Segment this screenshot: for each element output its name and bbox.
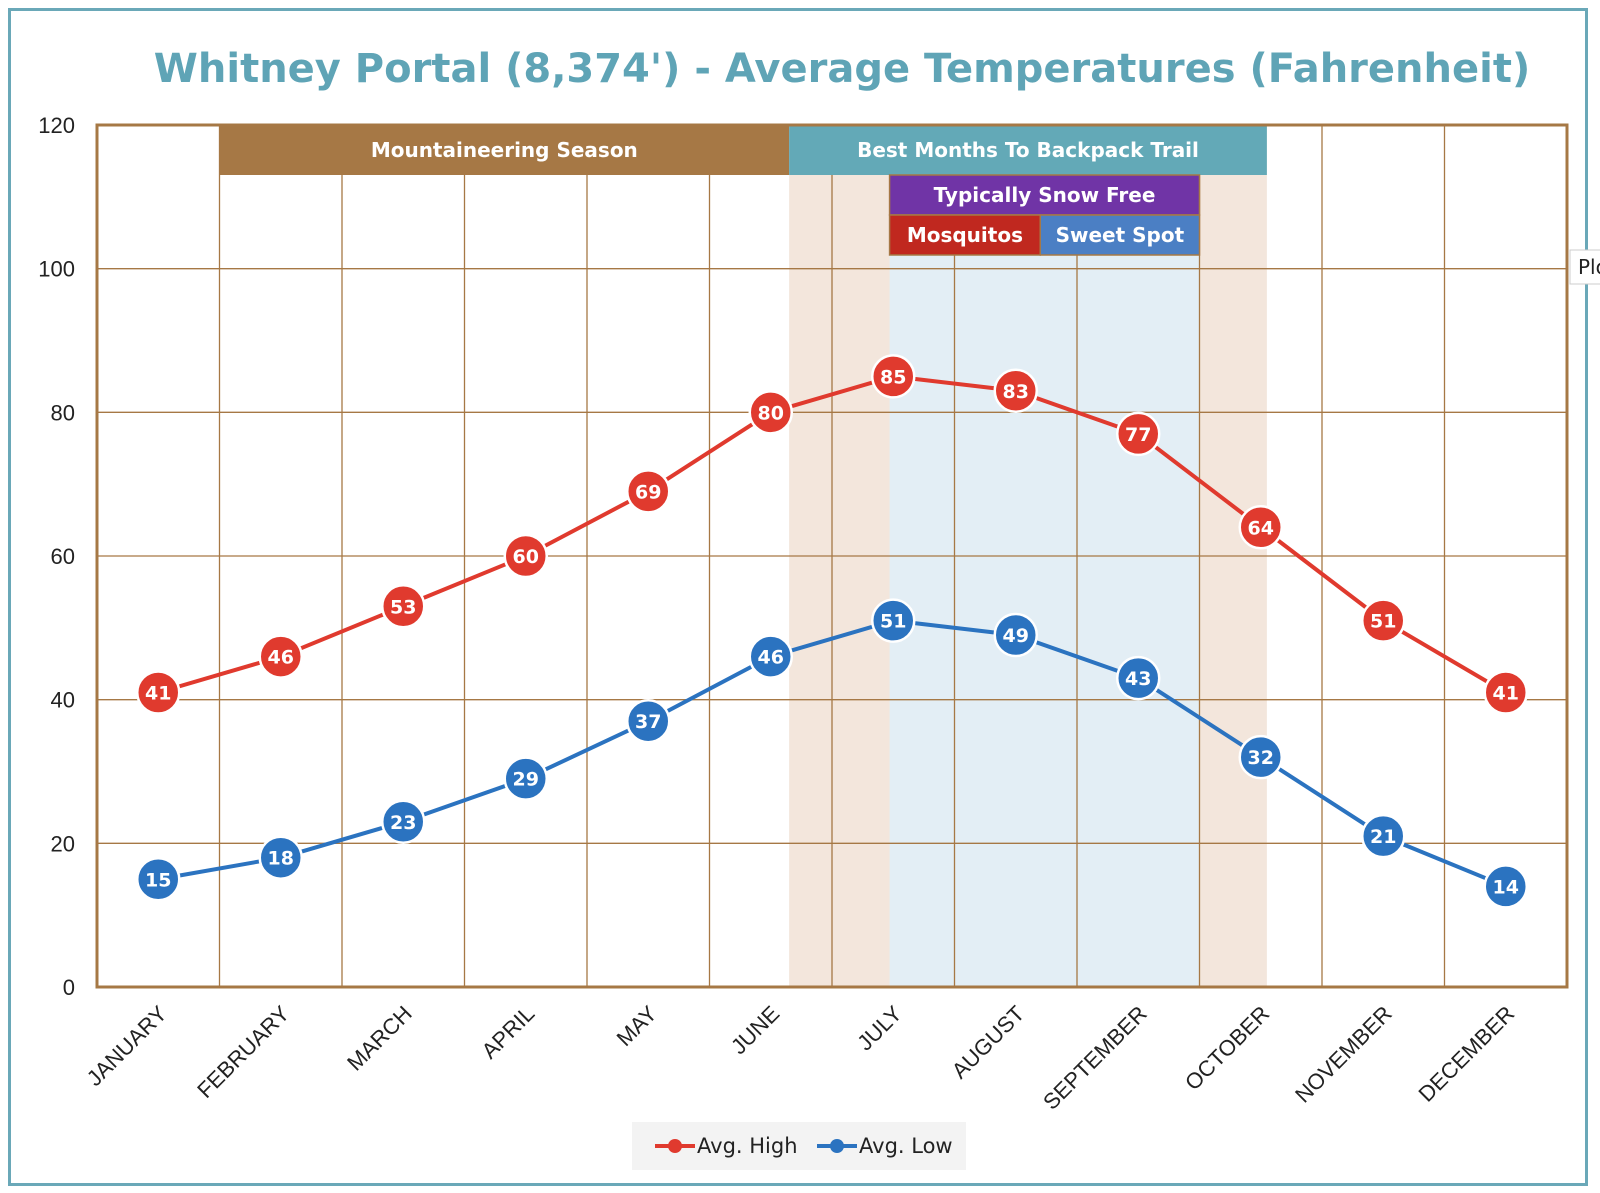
side-tag: Plo bbox=[1569, 249, 1600, 285]
point-0-8 bbox=[1116, 411, 1161, 457]
point-1-3 bbox=[503, 756, 548, 801]
point-label-0-6: 85 bbox=[880, 366, 906, 388]
plot-border bbox=[95, 123, 1569, 989]
legend: Avg. High Avg. Low bbox=[632, 1122, 966, 1170]
point-label-0-2: 53 bbox=[390, 596, 416, 618]
point-0-9 bbox=[1238, 505, 1283, 550]
point-0-1 bbox=[258, 634, 303, 679]
band-4 bbox=[1039, 214, 1201, 256]
point-1-2 bbox=[381, 799, 426, 845]
point-label-1-11: 14 bbox=[1493, 876, 1519, 898]
band-label-0: Mountaineering Season bbox=[371, 138, 638, 162]
point-label-0-10: 51 bbox=[1370, 611, 1396, 633]
season-bands: Mountaineering Season Best Months To Back… bbox=[219, 125, 1267, 256]
point-1-4 bbox=[626, 698, 671, 744]
point-label-0-11: 41 bbox=[1493, 682, 1519, 704]
point-1-7 bbox=[993, 612, 1038, 658]
y-tick-40: 40 bbox=[51, 688, 75, 713]
point-label-0-0: 41 bbox=[145, 682, 171, 704]
point-1-8 bbox=[1116, 655, 1161, 701]
point-label-0-1: 46 bbox=[268, 647, 294, 669]
band-0 bbox=[219, 125, 790, 175]
point-label-1-7: 49 bbox=[1003, 625, 1029, 647]
point-label-0-7: 83 bbox=[1003, 381, 1029, 403]
point-1-6 bbox=[871, 598, 916, 643]
point-label-0-3: 60 bbox=[513, 546, 539, 568]
y-axis-ticks: 0 20 40 60 80 100 120 bbox=[38, 113, 75, 1000]
point-1-0 bbox=[136, 857, 181, 902]
point-1-11 bbox=[1483, 864, 1528, 909]
band-3 bbox=[888, 214, 1042, 256]
point-label-1-4: 37 bbox=[635, 711, 661, 733]
band-label-1: Best Months To Backpack Trail bbox=[857, 138, 1199, 162]
point-label-1-9: 32 bbox=[1248, 747, 1274, 769]
y-tick-120: 120 bbox=[38, 113, 75, 138]
point-0-11 bbox=[1483, 670, 1528, 715]
point-label-0-5: 80 bbox=[758, 402, 784, 424]
legend-marker-1 bbox=[830, 1139, 844, 1153]
point-0-5 bbox=[748, 390, 793, 435]
y-tick-100: 100 bbox=[38, 257, 75, 282]
point-1-1 bbox=[258, 835, 303, 880]
y-tick-80: 80 bbox=[51, 400, 75, 425]
y-tick-60: 60 bbox=[51, 544, 75, 569]
legend-marker-0 bbox=[668, 1139, 682, 1153]
chart-title: Whitney Portal (8,374') - Average Temper… bbox=[154, 46, 1530, 92]
y-tick-20: 20 bbox=[51, 831, 75, 856]
point-label-1-1: 18 bbox=[268, 848, 294, 870]
point-label-0-8: 77 bbox=[1125, 424, 1151, 446]
point-label-0-9: 64 bbox=[1248, 517, 1274, 539]
point-label-1-10: 21 bbox=[1370, 826, 1396, 848]
legend-label-0: Avg. High bbox=[697, 1134, 798, 1158]
point-0-3 bbox=[503, 533, 548, 579]
point-0-7 bbox=[993, 368, 1038, 414]
band-2 bbox=[888, 174, 1201, 216]
band-1 bbox=[789, 125, 1267, 175]
point-0-10 bbox=[1361, 598, 1406, 643]
point-label-1-8: 43 bbox=[1125, 668, 1151, 690]
point-label-1-6: 51 bbox=[880, 611, 906, 633]
band-label-3: Mosquitos bbox=[907, 223, 1023, 247]
point-label-1-2: 23 bbox=[390, 812, 416, 834]
legend-label-1: Avg. Low bbox=[859, 1134, 953, 1158]
point-1-9 bbox=[1238, 734, 1283, 780]
point-0-4 bbox=[626, 469, 671, 514]
point-label-0-4: 69 bbox=[635, 481, 661, 503]
point-0-2 bbox=[381, 584, 426, 629]
point-1-5 bbox=[748, 634, 793, 679]
point-0-6 bbox=[871, 354, 916, 399]
side-tag-text: Plo bbox=[1578, 255, 1600, 279]
series-lines: 41 46 53 60 69 80 85 83 77 64 51 41 15 18 23 29 37 46 51 49… bbox=[136, 354, 1528, 909]
point-label-1-3: 29 bbox=[513, 769, 539, 791]
point-label-1-0: 15 bbox=[145, 869, 171, 891]
y-tick-0: 0 bbox=[63, 975, 75, 1000]
band-label-2: Typically Snow Free bbox=[934, 183, 1156, 207]
point-label-1-5: 46 bbox=[758, 647, 784, 669]
point-0-0 bbox=[136, 670, 181, 715]
band-label-4: Sweet Spot bbox=[1056, 223, 1185, 247]
point-1-10 bbox=[1361, 813, 1406, 859]
